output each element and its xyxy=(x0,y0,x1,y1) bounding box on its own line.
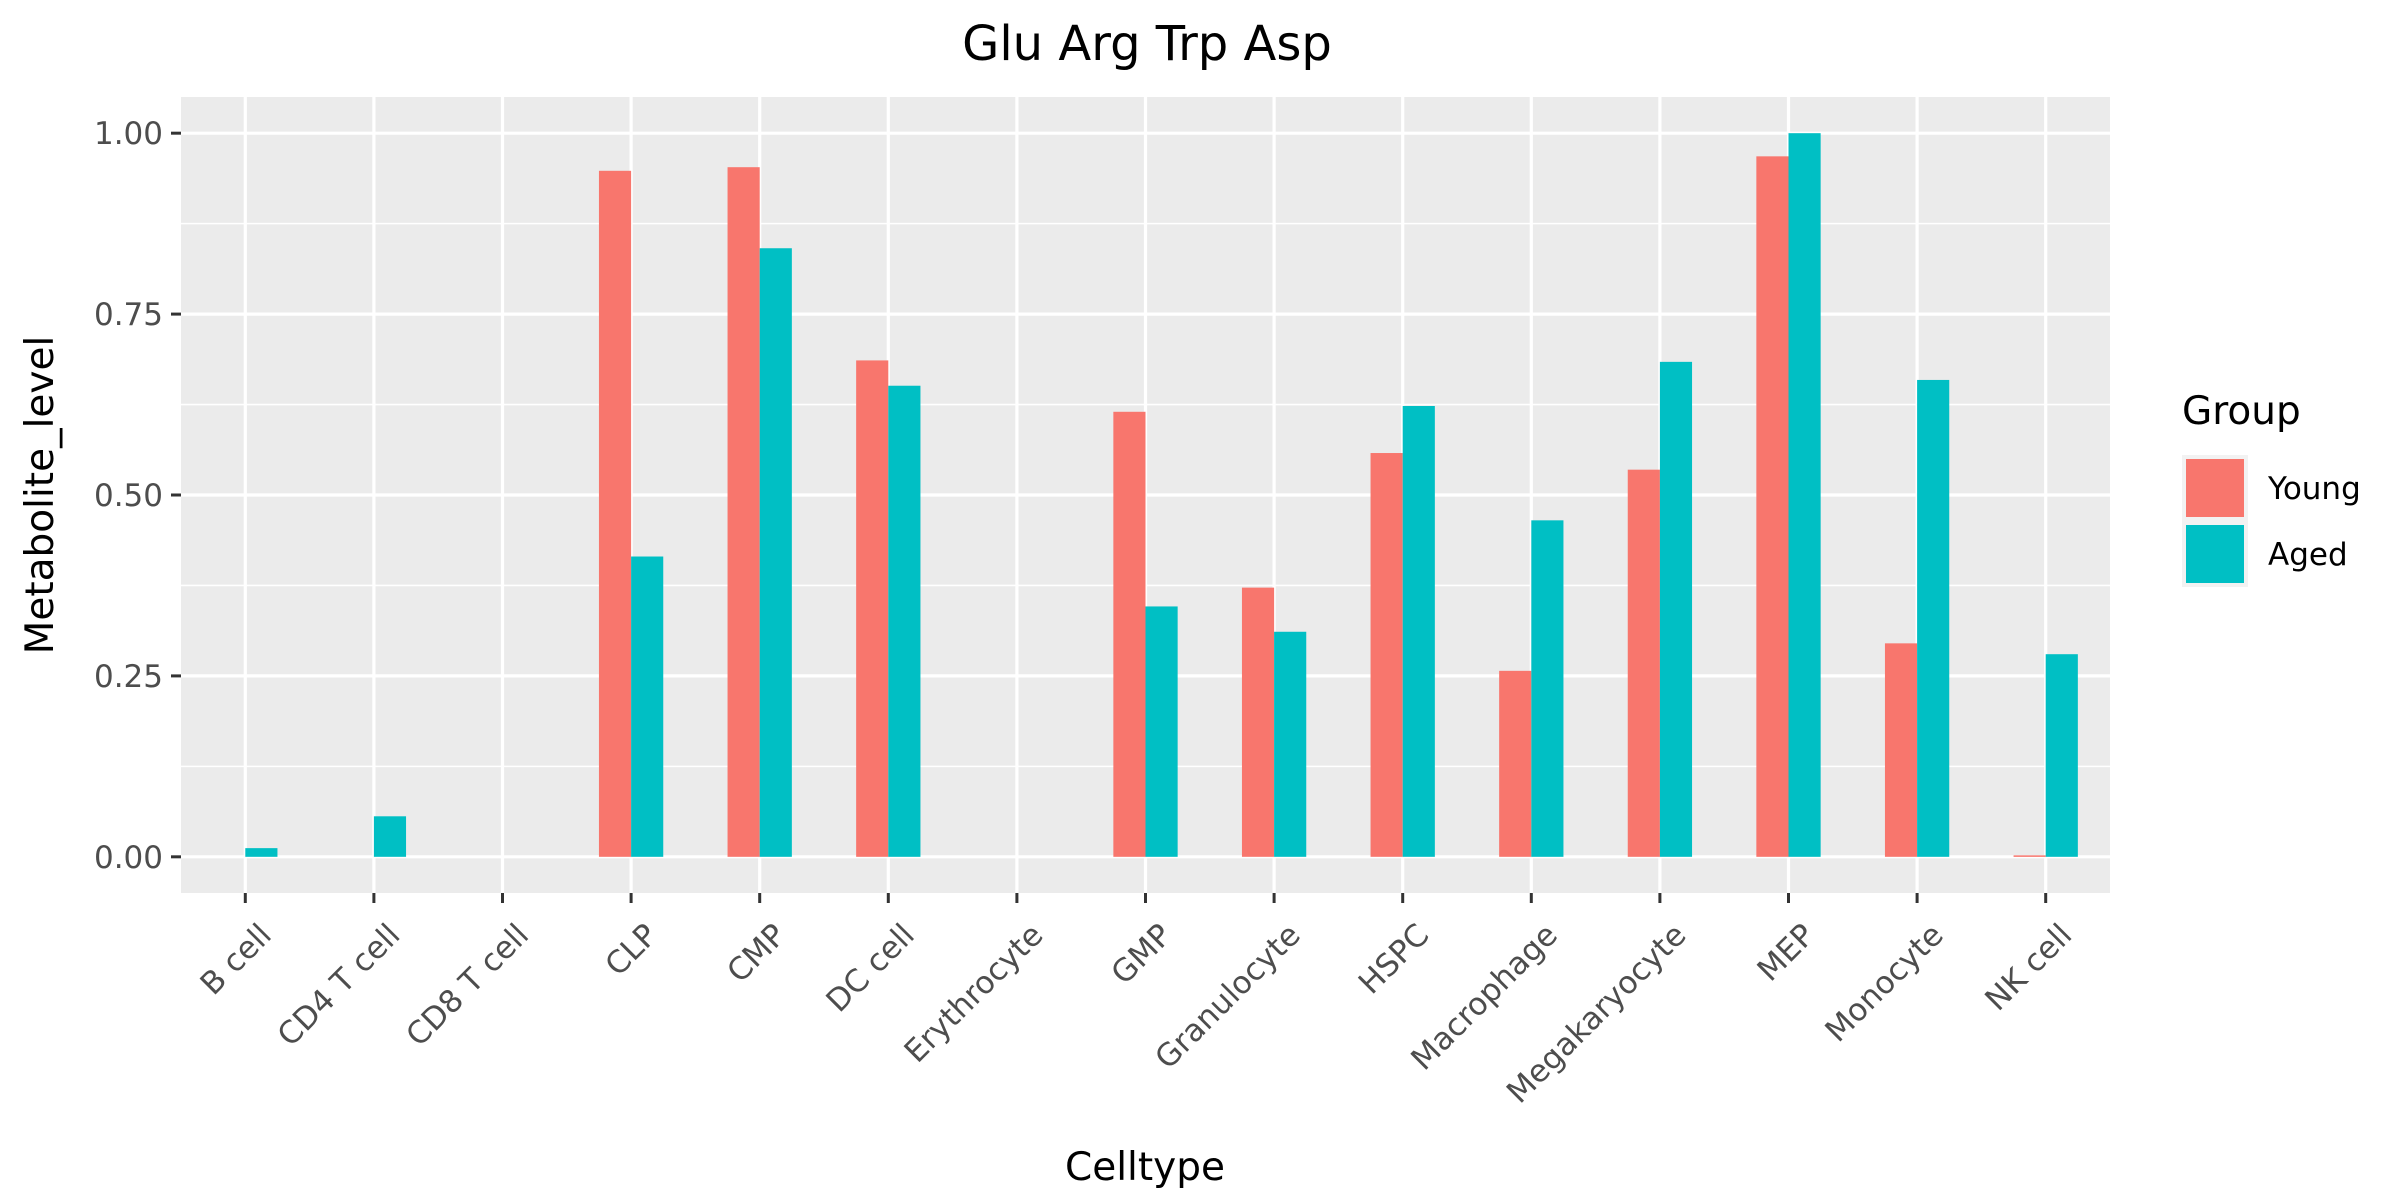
y-axis: 0.00 0.25 0.50 0.75 1.00 xyxy=(94,116,181,876)
y-tick-label: 0.25 xyxy=(94,659,163,695)
bar-young-dc-cell xyxy=(856,360,889,857)
bar-aged-hspc xyxy=(1402,405,1435,857)
bar-aged-cd4-t-cell xyxy=(373,816,407,857)
bar-aged-monocyte xyxy=(1917,379,1950,857)
x-tick-label: HSPC xyxy=(1352,917,1436,1001)
bar-aged-nk-cell xyxy=(2045,654,2078,857)
bar-aged-gmp xyxy=(1145,606,1178,857)
x-tick-label: CD4 T cell xyxy=(271,917,408,1054)
bar-young-clp xyxy=(598,170,632,857)
legend-key-aged xyxy=(2186,525,2244,583)
y-axis-title: Metabolite_level xyxy=(18,336,63,655)
x-tick-label: Erythrocyte xyxy=(898,917,1051,1070)
bar-young-macrophage xyxy=(1499,670,1532,857)
bar-aged-mep xyxy=(1788,133,1821,857)
x-tick-label: MEP xyxy=(1751,917,1822,988)
bar-aged-cmp xyxy=(759,248,792,857)
bar-young-cmp xyxy=(727,167,760,857)
x-tick-label: GMP xyxy=(1104,917,1179,992)
y-tick-label: 0.75 xyxy=(94,297,163,333)
bar-aged-macrophage xyxy=(1531,520,1564,857)
x-axis-title: Celltype xyxy=(1065,1145,1225,1190)
bar-aged-granulocyte xyxy=(1274,631,1307,857)
bar-young-hspc xyxy=(1370,453,1403,857)
legend-label-aged: Aged xyxy=(2268,537,2348,573)
chart-title: Glu Arg Trp Asp xyxy=(962,16,1332,72)
bar-aged-dc-cell xyxy=(888,385,921,857)
legend: Group Young Aged xyxy=(2182,389,2361,587)
y-tick-label: 1.00 xyxy=(94,116,163,152)
bar-young-nk-cell xyxy=(2013,855,2046,857)
bar-aged-clp xyxy=(631,556,664,857)
x-tick-label: CLP xyxy=(598,917,664,983)
x-tick-label: NK cell xyxy=(1978,917,2079,1018)
legend-label-young: Young xyxy=(2267,471,2361,507)
x-tick-label: DC cell xyxy=(819,917,921,1019)
legend-title: Group xyxy=(2182,389,2301,434)
y-tick-label: 0.50 xyxy=(94,478,163,514)
bar-young-monocyte xyxy=(1884,643,1918,857)
bars xyxy=(245,133,2078,857)
bar-young-gmp xyxy=(1113,411,1146,857)
legend-key-young xyxy=(2186,459,2244,517)
y-tick-label: 0.00 xyxy=(94,840,163,876)
bar-young-granulocyte xyxy=(1241,587,1275,857)
bar-aged-b-cell xyxy=(245,848,278,857)
x-tick-label: CMP xyxy=(720,917,793,990)
x-tick-label: CD8 T cell xyxy=(399,917,536,1054)
x-tick-label: B cell xyxy=(194,917,279,1002)
bar-young-megakaryocyte xyxy=(1627,469,1660,857)
x-tick-label: Monocyte xyxy=(1818,917,1950,1049)
bar-young-mep xyxy=(1756,156,1789,857)
bar-aged-megakaryocyte xyxy=(1659,361,1693,857)
